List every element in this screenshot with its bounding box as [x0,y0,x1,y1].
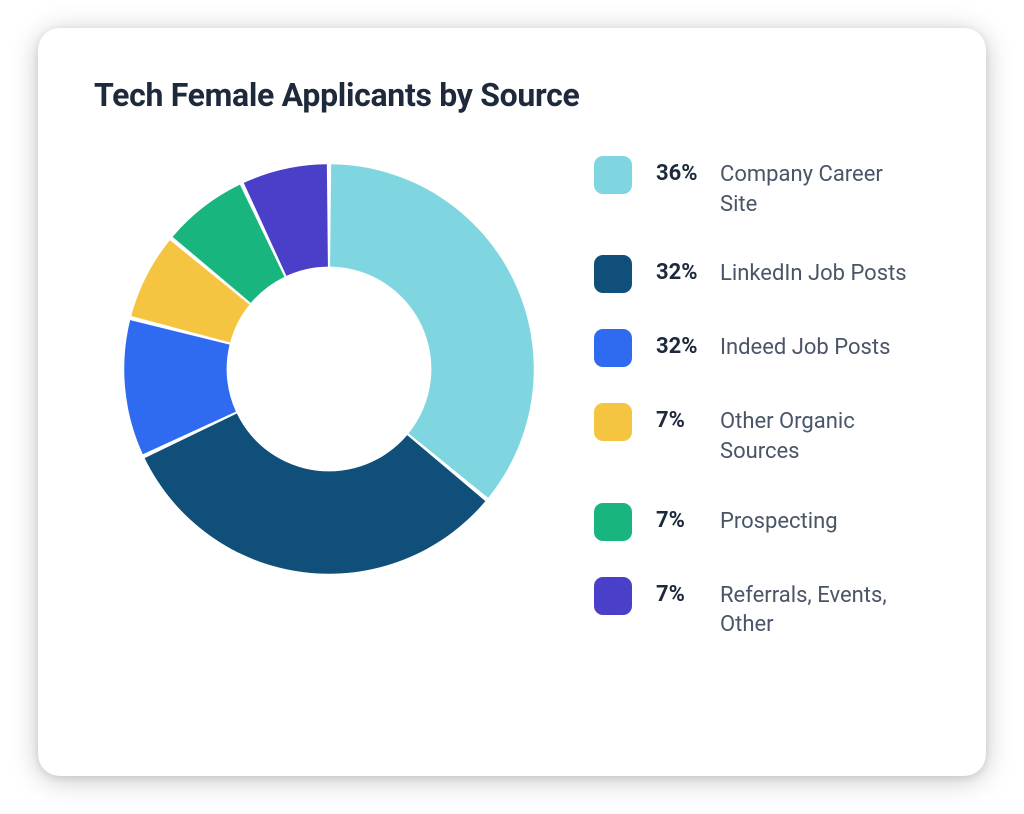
legend-percent: 36% [656,154,720,189]
legend-item: 7%Prospecting [594,501,930,541]
legend-percent: 7% [656,501,720,536]
legend-swatch [594,503,632,541]
legend-label: LinkedIn Job Posts [720,253,907,289]
legend-label: Indeed Job Posts [720,327,890,363]
legend-swatch [594,403,632,441]
chart-legend: 36%Company Career Site32%LinkedIn Job Po… [564,144,930,674]
legend-percent: 32% [656,327,720,362]
legend-label: Prospecting [720,501,838,537]
legend-label: Company Career Site [720,154,920,219]
chart-card: Tech Female Applicants by Source 36%Comp… [38,28,986,776]
donut-slice [330,164,534,498]
legend-percent: 7% [656,575,720,610]
legend-swatch [594,156,632,194]
donut-chart [94,144,564,714]
legend-swatch [594,255,632,293]
legend-swatch [594,329,632,367]
legend-item: 32%LinkedIn Job Posts [594,253,930,293]
legend-item: 7%Referrals, Events, Other [594,575,930,640]
legend-percent: 32% [656,253,720,288]
legend-swatch [594,577,632,615]
legend-percent: 7% [656,401,720,436]
legend-label: Other Organic Sources [720,401,920,466]
chart-title: Tech Female Applicants by Source [94,76,930,114]
legend-item: 7%Other Organic Sources [594,401,930,466]
legend-label: Referrals, Events, Other [720,575,920,640]
legend-item: 32%Indeed Job Posts [594,327,930,367]
legend-item: 36%Company Career Site [594,154,930,219]
chart-content: 36%Company Career Site32%LinkedIn Job Po… [94,144,930,714]
donut-svg [114,154,544,584]
